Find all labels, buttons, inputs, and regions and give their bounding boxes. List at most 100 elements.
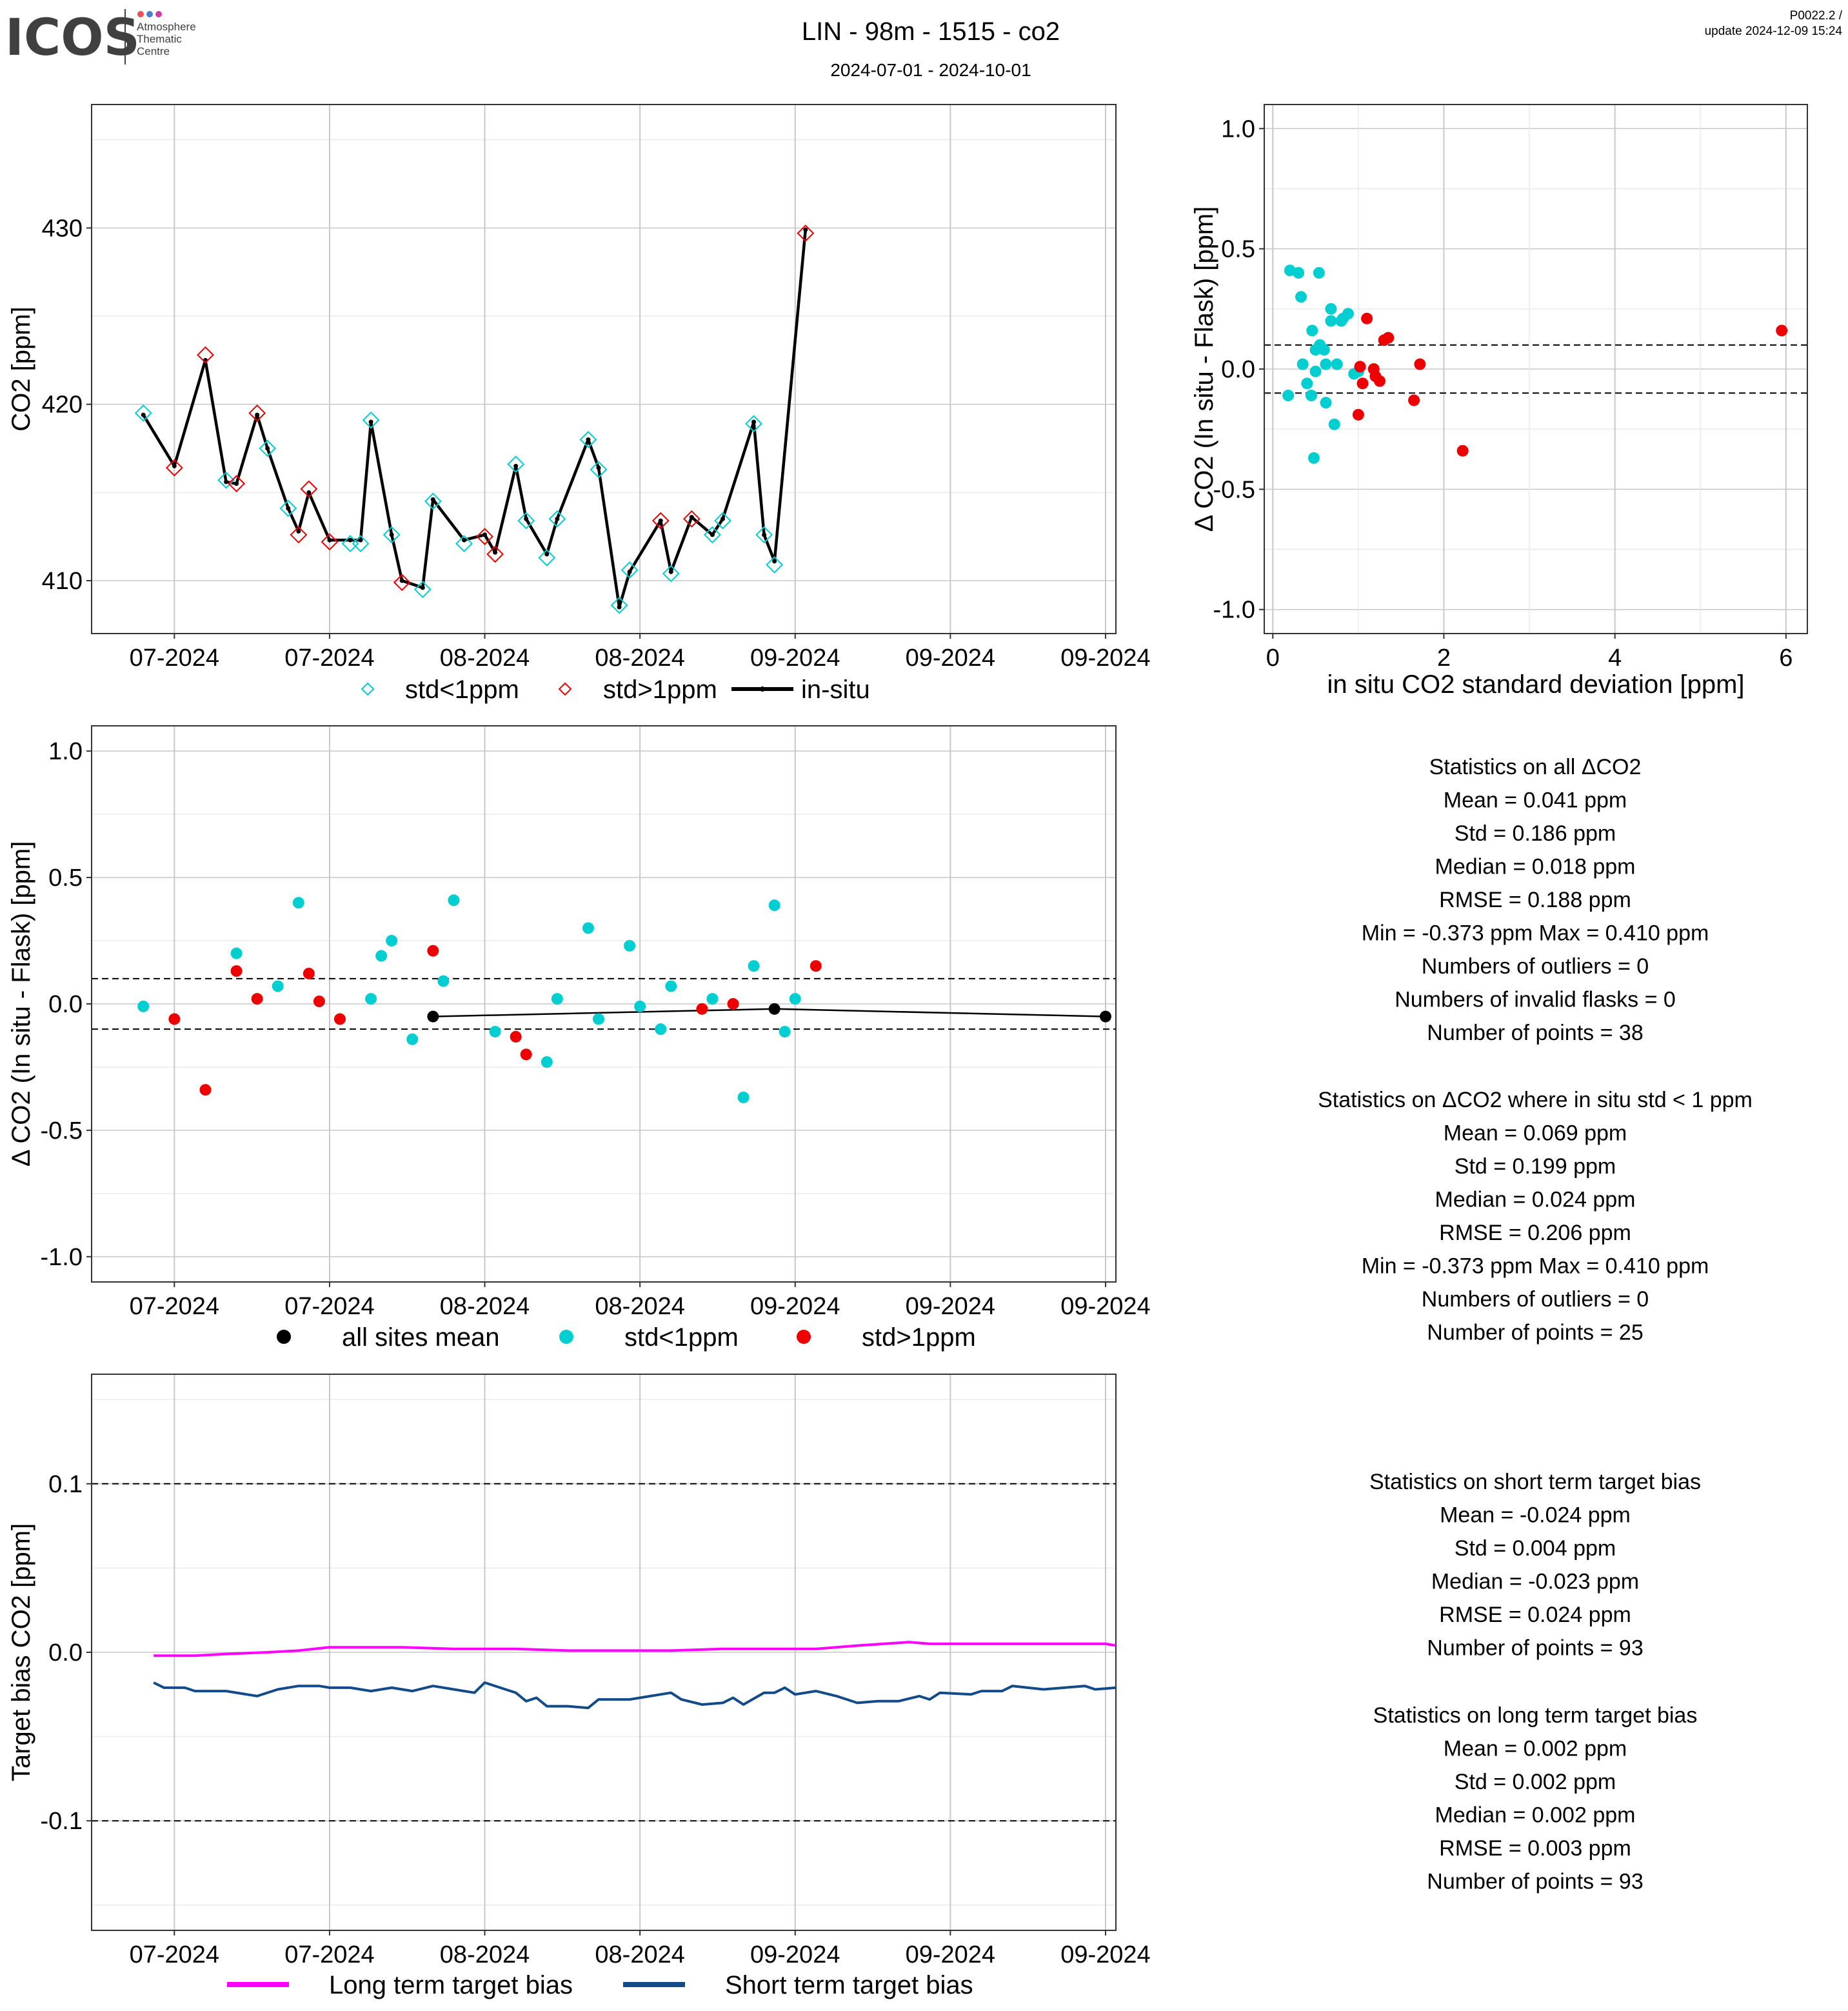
point-std-gt1 (427, 945, 439, 957)
legend-marker-std-lt1-delta (559, 1330, 573, 1344)
point-std-lt1 (230, 947, 243, 959)
y-tick-label: -1.0 (41, 1244, 83, 1271)
stats-line: Median = -0.023 ppm (1431, 1570, 1639, 1594)
page-subtitle: 2024-07-01 - 2024-10-01 (830, 60, 1031, 80)
point-std-lt1 (768, 899, 780, 912)
flask-marker-std-gt1 (321, 533, 339, 551)
y-tick-label: 1.0 (1221, 115, 1255, 143)
point-std-lt1 (137, 1000, 150, 1012)
legend-diamond (558, 682, 572, 696)
point-std-lt1 (1301, 377, 1313, 390)
point-std-gt1 (1361, 312, 1373, 325)
stats-line: Number of points = 25 (1427, 1321, 1643, 1345)
x-tick-label: 09-2024 (750, 645, 840, 672)
in-situ-point (658, 518, 663, 523)
flask-marker-std-gt1 (393, 574, 411, 592)
legend-label-std-lt1: std<1ppm (405, 675, 519, 704)
flask-marker-std-lt1 (590, 461, 608, 479)
point-std-gt1 (333, 1013, 346, 1025)
y-tick-label: 1.0 (48, 738, 83, 765)
in-situ-point (358, 537, 363, 543)
legend-marker-std-gt1 (558, 682, 572, 696)
stats-line: RMSE = 0.003 ppm (1439, 1836, 1631, 1861)
in-situ-point (306, 490, 312, 495)
point-std-gt1 (810, 960, 822, 972)
in-situ-point (586, 437, 591, 442)
flask-marker-std-lt1 (745, 415, 763, 433)
y-tick-label: 430 (42, 215, 83, 242)
point-std-gt1 (1352, 408, 1364, 421)
x-tick-label: 4 (1608, 645, 1622, 672)
flask-marker-std-gt1 (248, 404, 266, 422)
in-situ-point (234, 481, 239, 486)
stats-line: Numbers of outliers = 0 (1422, 1287, 1649, 1312)
legend-dot (277, 1330, 291, 1344)
flask-marker-std-gt1 (476, 528, 493, 546)
stats-line: Mean = 0.041 ppm (1444, 788, 1627, 813)
point-std-lt1 (1325, 315, 1337, 327)
x-tick-label: 6 (1779, 645, 1793, 672)
flask-marker-std-gt1 (682, 510, 700, 528)
point-std-gt1 (199, 1084, 212, 1096)
x-tick-label: 08-2024 (440, 1941, 530, 1968)
flask-marker-std-lt1 (548, 510, 566, 528)
point-std-lt1 (489, 1026, 501, 1038)
flask-marker-std-lt1 (424, 492, 442, 510)
stats-line: Std = 0.199 ppm (1455, 1154, 1616, 1179)
stats-line: Numbers of invalid flasks = 0 (1395, 988, 1676, 1012)
x-tick-label: 07-2024 (284, 645, 374, 672)
in-situ-point (348, 537, 353, 543)
in-situ-point (689, 515, 694, 520)
flask-marker-std-lt1 (507, 455, 525, 474)
point-std-gt1 (1374, 375, 1386, 387)
y-tick-label: 0.1 (48, 1471, 83, 1498)
flask-marker-std-lt1 (621, 561, 639, 579)
point-std-lt1 (624, 939, 636, 952)
stats-line: Number of points = 93 (1427, 1870, 1643, 1894)
in-situ-point (255, 412, 260, 417)
in-situ-point (265, 446, 270, 451)
logo-sub-2: Thematic (137, 33, 182, 45)
y-tick-label: 420 (42, 392, 83, 419)
stats-line: Number of points = 93 (1427, 1636, 1643, 1661)
flask-marker-std-lt1 (755, 526, 773, 544)
stats-title: Statistics on all ΔCO2 (1429, 755, 1642, 779)
in-situ-point (286, 506, 291, 511)
in-situ-point (172, 463, 177, 468)
x-tick-label: 09-2024 (750, 1293, 840, 1320)
flask-marker-std-lt1 (134, 404, 152, 422)
flask-marker-std-lt1 (217, 471, 235, 489)
stats-line: Number of points = 38 (1427, 1021, 1643, 1045)
point-std-lt1 (655, 1023, 667, 1036)
point-std-lt1 (1306, 325, 1318, 337)
flask-marker-std-lt1 (517, 512, 535, 530)
x-tick-label: 09-2024 (750, 1941, 840, 1968)
stats-line: Median = 0.024 ppm (1435, 1188, 1636, 1212)
stats-line: Std = 0.186 ppm (1455, 821, 1616, 846)
stats-line: Mean = 0.002 ppm (1444, 1737, 1627, 1761)
stats-line: Std = 0.004 ppm (1455, 1536, 1616, 1561)
point-std-lt1 (706, 993, 719, 1005)
point-std-lt1 (541, 1056, 553, 1068)
x-tick-label: 08-2024 (440, 1293, 530, 1320)
x-tick-label: 08-2024 (595, 1941, 684, 1968)
stats-line: Mean = 0.069 ppm (1444, 1121, 1627, 1146)
stats-line: Numbers of outliers = 0 (1422, 954, 1649, 979)
short-term-bias-line (153, 1681, 1117, 1710)
point-std-lt1 (386, 935, 398, 947)
legend-label-long-term: Long term target bias (329, 1971, 573, 1999)
stats-line: Std = 0.002 ppm (1455, 1770, 1616, 1794)
legend-label-std-gt1-delta: std>1ppm (862, 1323, 976, 1352)
x-tick-label: 07-2024 (284, 1293, 374, 1320)
point-std-gt1 (1456, 445, 1469, 457)
stats-line: RMSE = 0.206 ppm (1439, 1221, 1631, 1245)
in-situ-point (627, 569, 632, 574)
point-std-gt1 (1382, 332, 1395, 344)
flask-marker-std-lt1 (352, 535, 370, 553)
logo-dot-3 (155, 11, 162, 17)
delta-timeseries-chart: -1.0 -0.5 0.0 0.5 1.0 07-2024 07-2024 08-2024 08… (7, 725, 1151, 1320)
update-label: update 2024-12-09 15:24 (1705, 25, 1843, 38)
point-std-lt1 (1309, 365, 1322, 377)
y-tick-label: -0.1 (41, 1808, 83, 1835)
point-std-lt1 (448, 894, 460, 906)
